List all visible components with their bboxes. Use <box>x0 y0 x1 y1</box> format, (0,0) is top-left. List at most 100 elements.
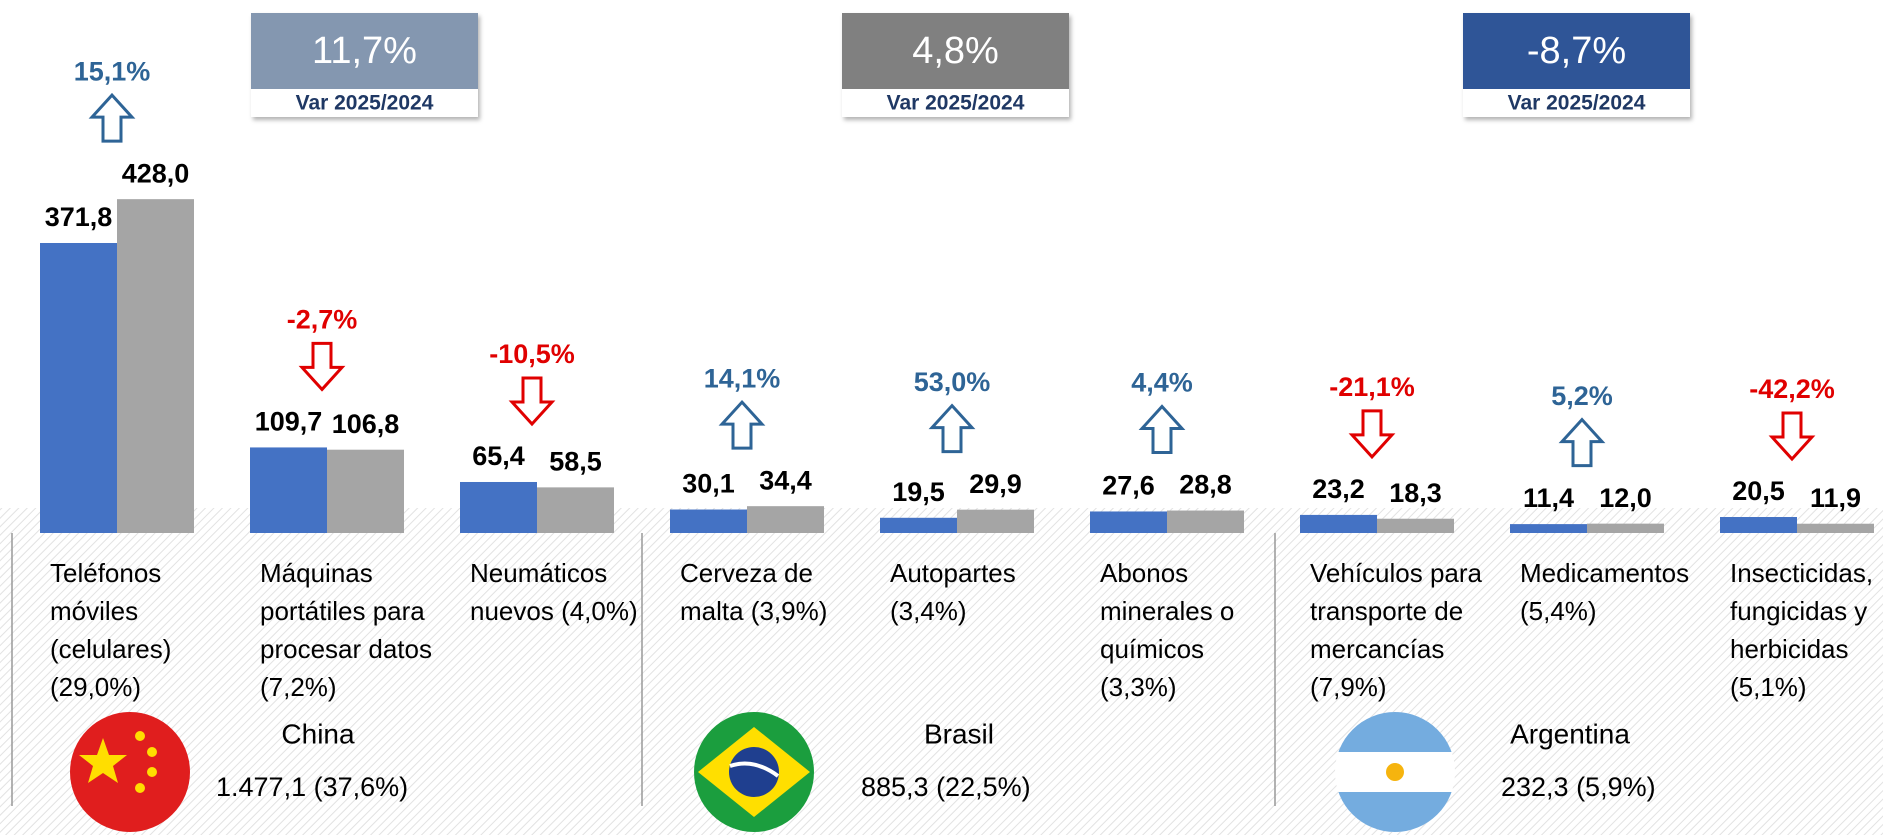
category-label: mercancías <box>1310 634 1444 664</box>
change-label: 4,4% <box>1131 368 1193 398</box>
group-caption: Var 2025/2024 <box>1508 92 1646 115</box>
category-label: Vehículos para <box>1310 558 1483 588</box>
flag-argentina <box>1335 712 1455 832</box>
value-label: 19,5 <box>892 477 945 507</box>
category-label: portátiles para <box>260 596 425 626</box>
category-label: Teléfonos <box>50 558 161 588</box>
value-label: 109,7 <box>255 407 323 437</box>
category-label: (7,9%) <box>1310 672 1387 702</box>
group-change-label: 4,8% <box>912 30 999 72</box>
category-label: malta (3,9%) <box>680 596 827 626</box>
category-label: transporte de <box>1310 596 1463 626</box>
change-label: 14,1% <box>704 363 781 393</box>
category-label: Insecticidas, <box>1730 558 1873 588</box>
separators <box>11 533 1276 806</box>
change-label: 53,0% <box>914 367 991 397</box>
flag-china <box>70 712 190 832</box>
change-label: 5,2% <box>1551 381 1613 411</box>
category-label: Máquinas <box>260 558 373 588</box>
category-label: procesar datos <box>260 634 432 664</box>
value-label: 65,4 <box>472 441 525 471</box>
change-arrow <box>1138 404 1186 455</box>
value-label: 428,0 <box>122 158 190 188</box>
category-label: (5,4%) <box>1520 596 1597 626</box>
category-label: minerales o <box>1100 596 1234 626</box>
bar <box>460 481 537 533</box>
change-arrow <box>298 341 346 392</box>
bar <box>1090 511 1167 533</box>
country-name: Brasil <box>924 718 994 749</box>
change-box <box>251 13 478 89</box>
category-label: Medicamentos <box>1520 558 1689 588</box>
bar <box>327 449 404 533</box>
bar <box>1510 524 1587 533</box>
country-total: 232,3 (5,9%) <box>1501 772 1656 802</box>
country-total: 1.477,1 (37,6%) <box>216 772 408 802</box>
bar <box>117 199 194 533</box>
value-label: 30,1 <box>682 469 735 499</box>
change-arrow <box>1558 417 1606 468</box>
bar <box>880 517 957 533</box>
category-label: móviles <box>50 596 138 626</box>
change-arrow <box>718 399 766 450</box>
bar <box>957 509 1034 533</box>
background-hatch <box>0 508 1883 835</box>
bar <box>1300 514 1377 533</box>
bar <box>747 506 824 533</box>
change-label: -10,5% <box>489 339 575 369</box>
change-label: -2,7% <box>287 305 358 335</box>
category-label: (29,0%) <box>50 672 141 702</box>
change-box <box>1463 13 1690 89</box>
category-label: Autopartes <box>890 558 1016 588</box>
change-label: -42,2% <box>1749 374 1835 404</box>
category-label: nuevos (4,0%) <box>470 596 638 626</box>
category-label: (celulares) <box>50 634 171 664</box>
change-arrow <box>88 92 136 143</box>
category-label: Cerveza de <box>680 558 813 588</box>
value-label: 18,3 <box>1389 478 1442 508</box>
category-label: (3,3%) <box>1100 672 1177 702</box>
value-label: 106,8 <box>332 409 400 439</box>
category-label: Neumáticos <box>470 558 607 588</box>
group-caption: Var 2025/2024 <box>887 92 1025 115</box>
flag-brazil <box>694 712 814 832</box>
value-label: 34,4 <box>759 465 812 495</box>
bar <box>1587 523 1664 533</box>
category-label: Abonos <box>1100 558 1188 588</box>
value-label: 12,0 <box>1599 483 1652 513</box>
bar <box>1797 523 1874 533</box>
change-box <box>842 13 1069 89</box>
category-label: químicos <box>1100 634 1204 664</box>
category-label: (7,2%) <box>260 672 337 702</box>
value-label: 11,9 <box>1810 483 1861 513</box>
value-label: 58,5 <box>549 446 602 476</box>
bar <box>1720 517 1797 533</box>
change-arrow <box>508 376 556 427</box>
change-arrow <box>1348 409 1396 460</box>
value-label: 371,8 <box>45 202 113 232</box>
category-label: herbicidas <box>1730 634 1849 664</box>
group-change-label: -8,7% <box>1527 30 1626 72</box>
group-change-label: 11,7% <box>312 30 417 72</box>
country-name: China <box>281 718 355 749</box>
bar <box>537 487 614 533</box>
change-label: -21,1% <box>1329 372 1415 402</box>
value-label: 29,9 <box>969 469 1022 499</box>
category-label: (3,4%) <box>890 596 967 626</box>
change-arrow <box>1768 411 1816 462</box>
bar <box>250 447 327 533</box>
country-total: 885,3 (22,5%) <box>861 772 1031 802</box>
bar <box>1377 518 1454 533</box>
value-label: 20,5 <box>1732 476 1785 506</box>
category-label: fungicidas y <box>1730 596 1867 626</box>
value-label: 11,4 <box>1523 483 1574 513</box>
group-caption: Var 2025/2024 <box>296 92 434 115</box>
country-name: Argentina <box>1510 718 1630 749</box>
bar <box>1167 510 1244 533</box>
value-label: 27,6 <box>1102 471 1155 501</box>
change-label: 15,1% <box>74 56 151 86</box>
value-label: 23,2 <box>1312 474 1365 504</box>
change-arrow <box>928 403 976 454</box>
bar <box>670 509 747 533</box>
